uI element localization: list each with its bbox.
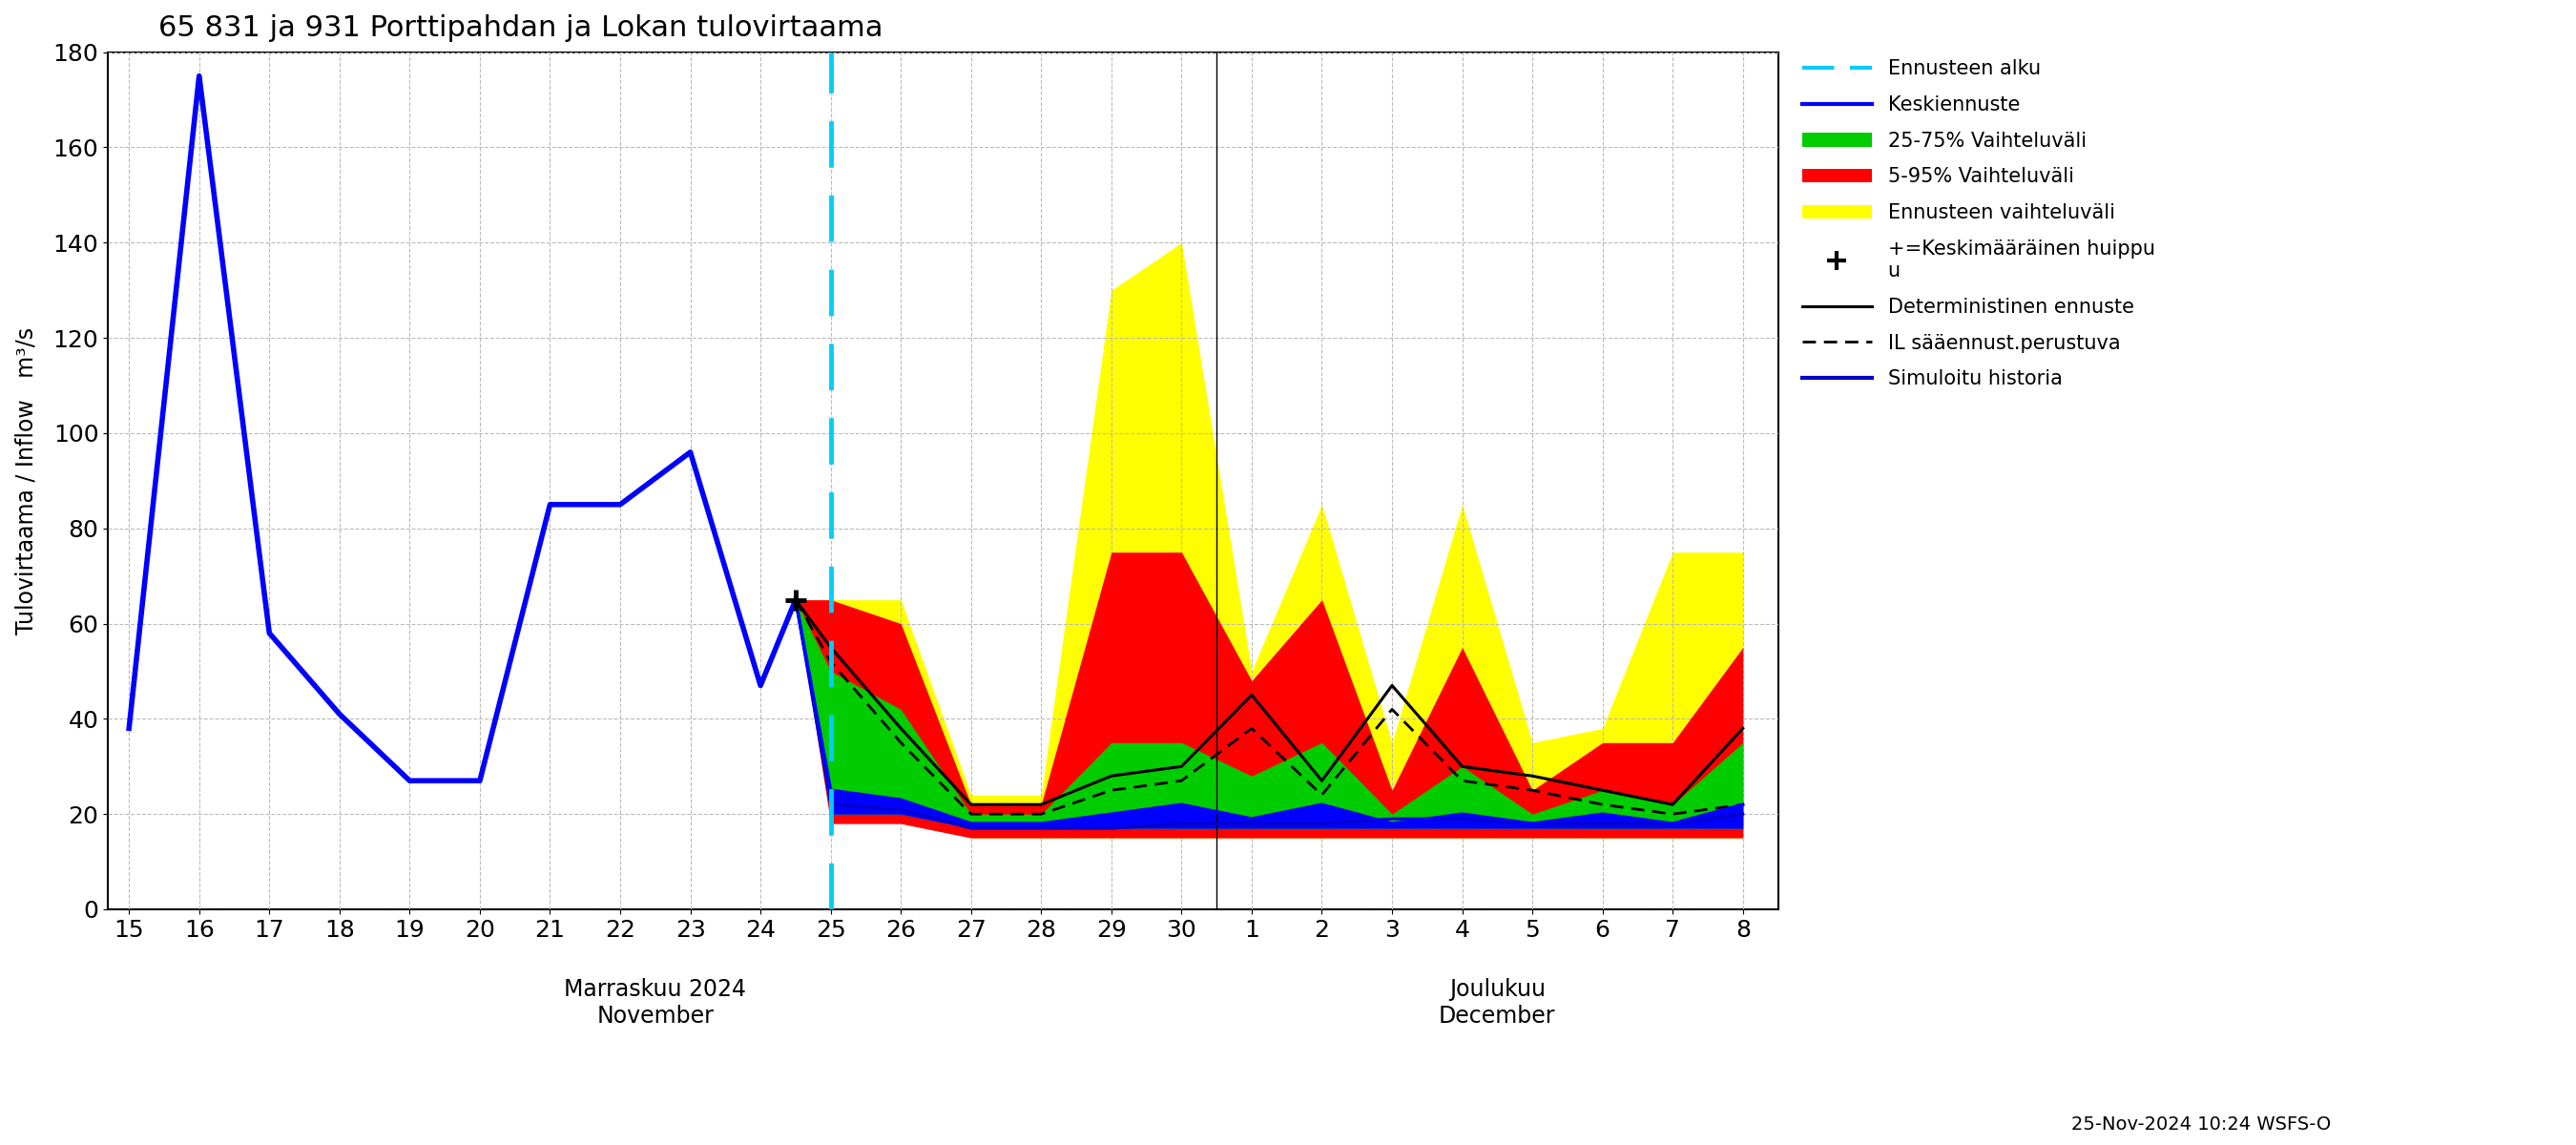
Text: Joulukuu
December: Joulukuu December xyxy=(1440,978,1556,1028)
Y-axis label: Tulovirtaama / Inflow   m³/s: Tulovirtaama / Inflow m³/s xyxy=(15,327,36,634)
Text: Marraskuu 2024
November: Marraskuu 2024 November xyxy=(564,978,747,1028)
Text: 65 831 ja 931 Porttipahdan ja Lokan tulovirtaama: 65 831 ja 931 Porttipahdan ja Lokan tulo… xyxy=(157,14,884,42)
Legend: Ennusteen alku, Keskiennuste, 25-75% Vaihteluväli, 5-95% Vaihteluväli, Ennusteen: Ennusteen alku, Keskiennuste, 25-75% Vai… xyxy=(1795,54,2161,395)
Text: 25-Nov-2024 10:24 WSFS-O: 25-Nov-2024 10:24 WSFS-O xyxy=(2071,1115,2331,1134)
